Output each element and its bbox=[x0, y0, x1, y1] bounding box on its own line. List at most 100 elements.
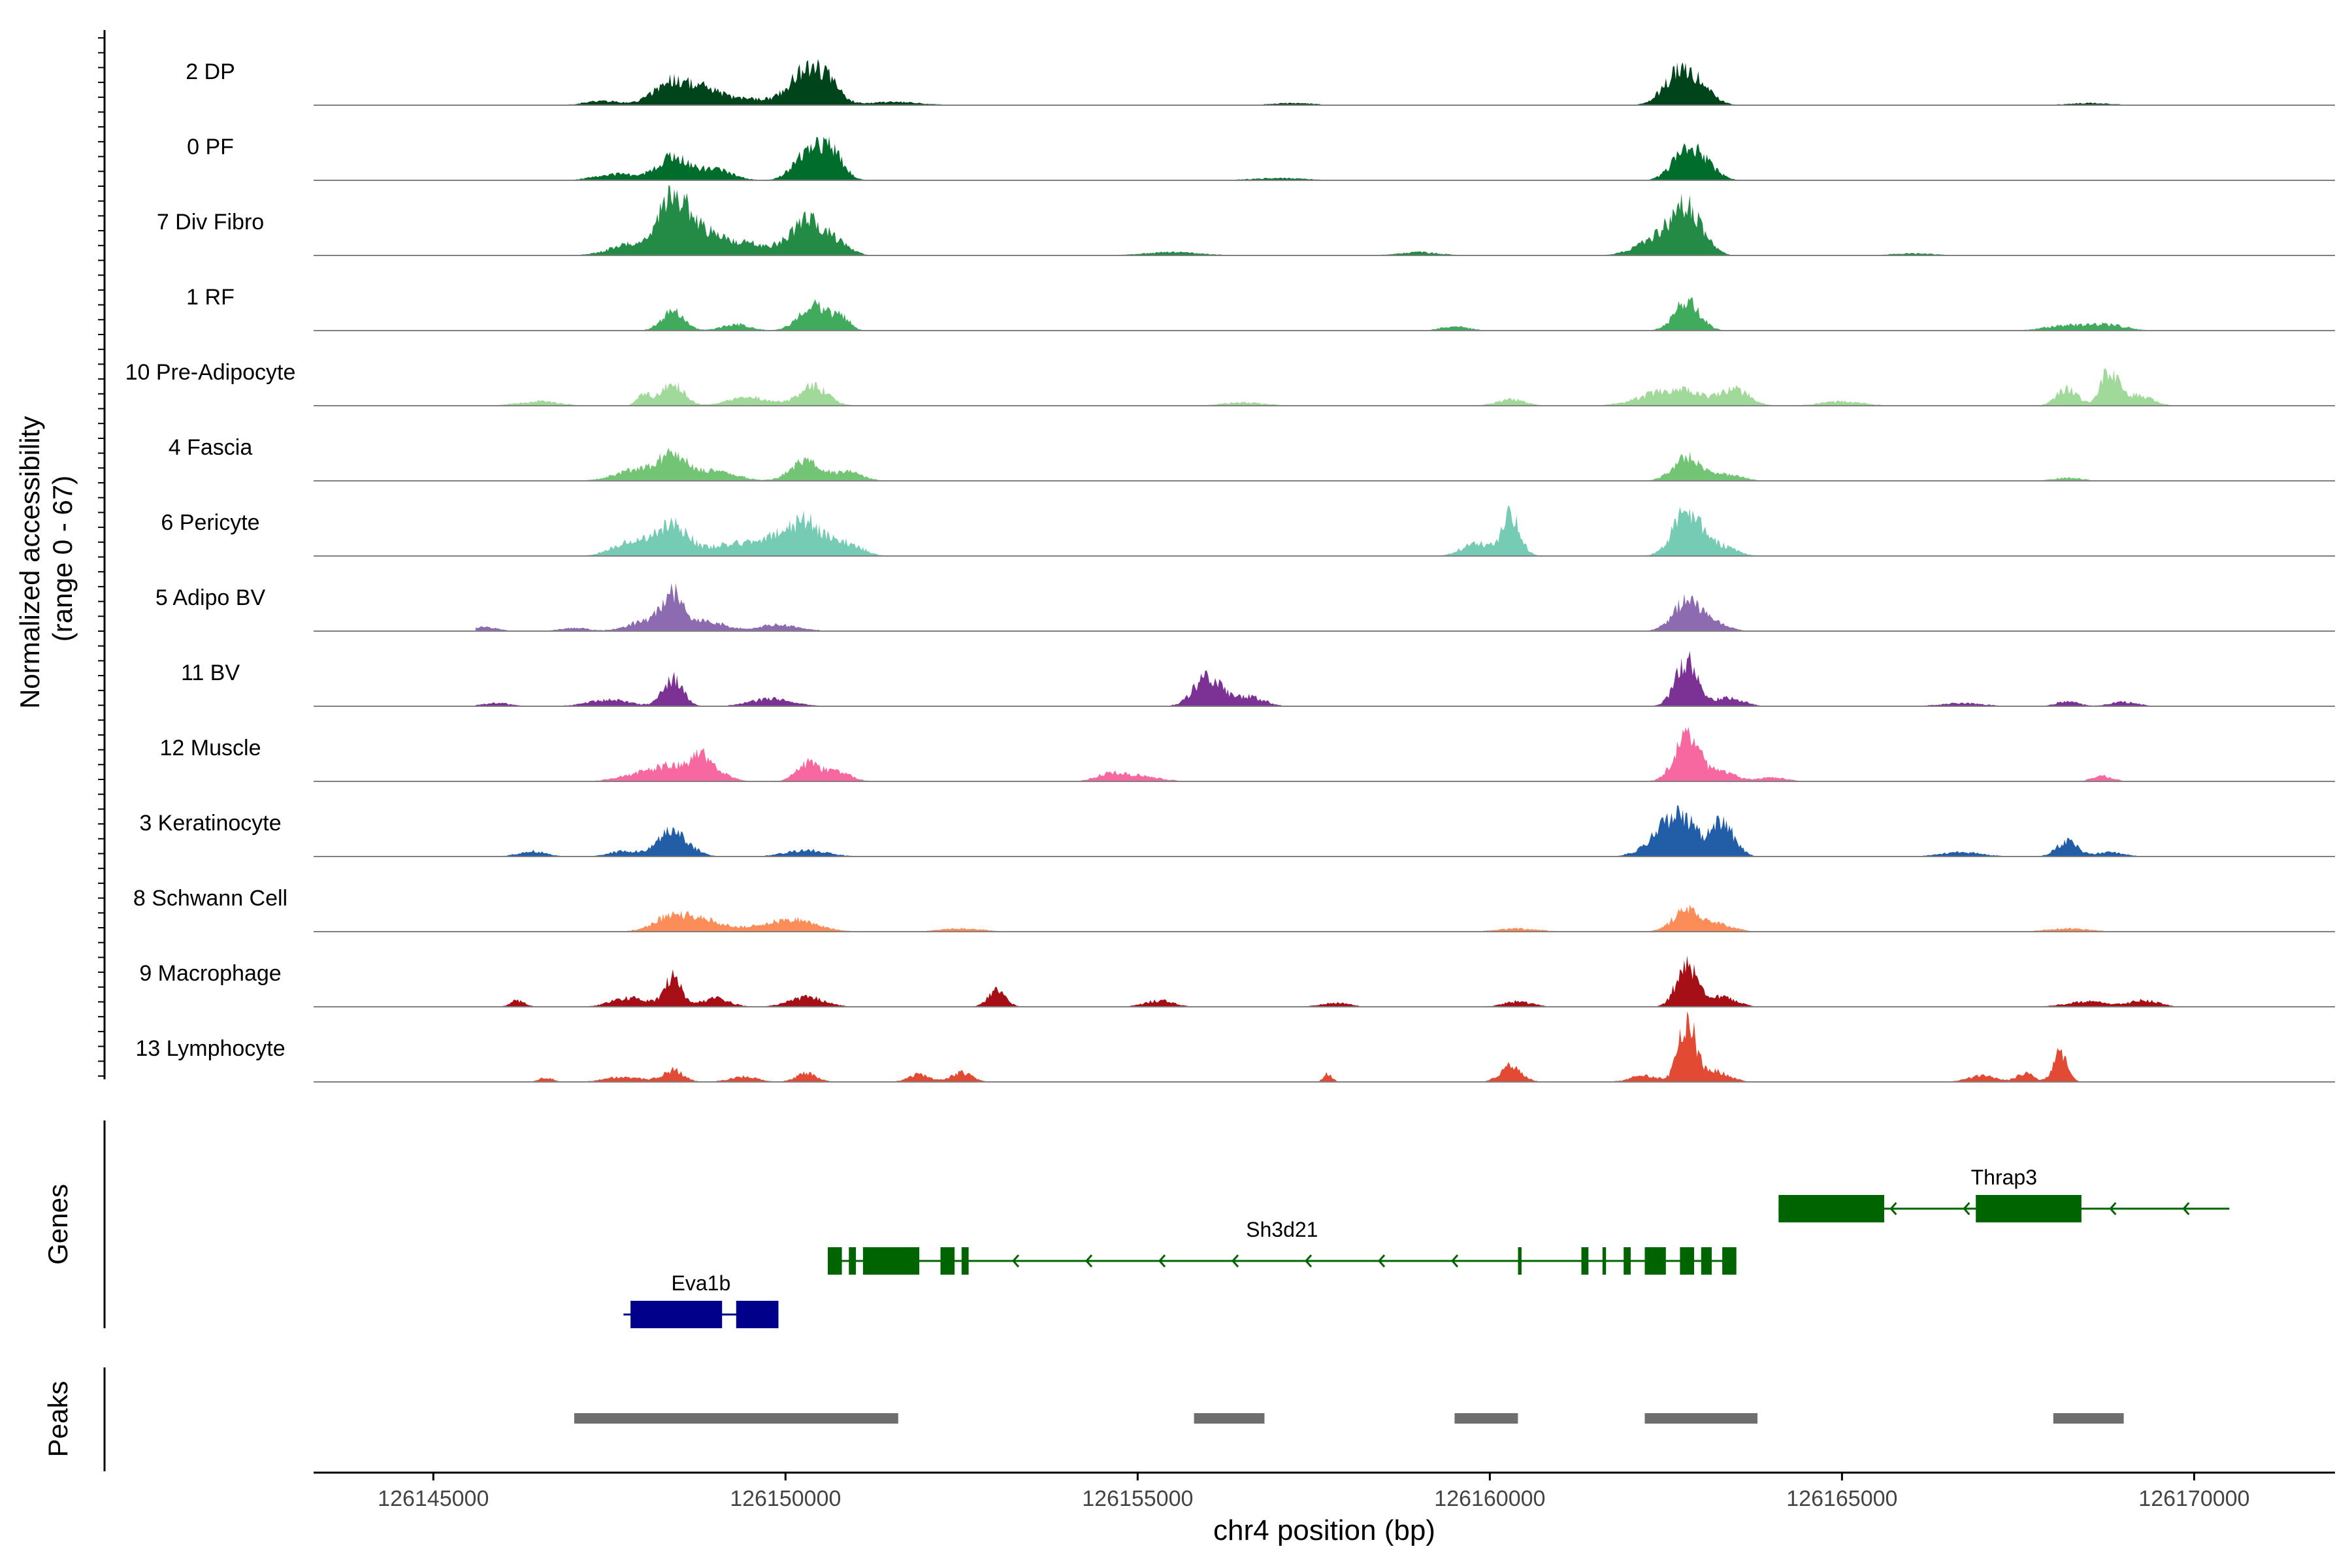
track-signal bbox=[476, 651, 2230, 706]
gene: Thrap3 bbox=[1778, 1166, 2230, 1222]
track-signal bbox=[476, 368, 2230, 406]
peaks-label: Peaks bbox=[42, 1381, 73, 1458]
peak-region bbox=[1194, 1413, 1265, 1424]
strand-arrow bbox=[1377, 1254, 1386, 1267]
gene-exon bbox=[1701, 1247, 1712, 1275]
track-label: 0 PF bbox=[187, 135, 234, 159]
track-label: 3 Keratinocyte bbox=[139, 811, 281, 836]
track-signal bbox=[476, 505, 2230, 556]
x-tick-label: 126160000 bbox=[1434, 1486, 1545, 1511]
strand-arrow bbox=[1231, 1254, 1239, 1267]
gene-exon bbox=[736, 1301, 779, 1328]
gene-exon bbox=[828, 1247, 842, 1275]
track: 12 Muscle bbox=[160, 727, 2335, 782]
track: 8 Schwann Cell bbox=[133, 886, 2335, 932]
gene-label: Thrap3 bbox=[1971, 1166, 2037, 1189]
peaks-panel: Peaks bbox=[42, 1367, 2124, 1471]
track-signal bbox=[476, 955, 2230, 1007]
x-tick-label: 126155000 bbox=[1082, 1486, 1193, 1511]
track-label: 1 RF bbox=[186, 285, 235, 310]
gene-label: Sh3d21 bbox=[1246, 1218, 1318, 1241]
gene-models: Eva1b Sh3d21 Thrap3 bbox=[623, 1166, 2230, 1328]
track-signal bbox=[476, 185, 2230, 255]
genes-label: Genes bbox=[42, 1184, 73, 1265]
track-label: 11 BV bbox=[181, 661, 240, 685]
strand-arrow bbox=[1450, 1254, 1459, 1267]
gene-exon bbox=[1680, 1247, 1694, 1275]
peak-regions bbox=[574, 1413, 2124, 1424]
track-signal bbox=[476, 904, 2230, 932]
peak-region bbox=[574, 1413, 898, 1424]
track: 6 Pericyte bbox=[161, 505, 2335, 557]
gene-exon bbox=[1518, 1247, 1522, 1275]
peak-region bbox=[1644, 1413, 1757, 1424]
track: 4 Fascia bbox=[169, 435, 2335, 482]
y-axis-label: Normalized accessibility (range 0 - 67) bbox=[14, 408, 78, 709]
gene-exon bbox=[1976, 1195, 2082, 1222]
gene-exon bbox=[1602, 1247, 1607, 1275]
track: 9 Macrophage bbox=[139, 955, 2335, 1007]
strand-arrow bbox=[1085, 1254, 1093, 1267]
gene-exon bbox=[1581, 1247, 1589, 1275]
track-label: 5 Adipo BV bbox=[155, 585, 266, 610]
strand-arrow bbox=[1304, 1254, 1313, 1267]
x-axis: 126145000 126150000 126155000 126160000 1261… bbox=[314, 1471, 2335, 1546]
track: 11 BV bbox=[181, 651, 2335, 707]
track-label: 9 Macrophage bbox=[139, 961, 281, 986]
track-label: 13 Lymphocyte bbox=[135, 1036, 285, 1061]
track-label: 2 DP bbox=[186, 59, 235, 84]
gene-exon bbox=[862, 1247, 920, 1275]
gene-exon bbox=[630, 1301, 723, 1328]
track-signal bbox=[476, 59, 2230, 105]
gene-exon bbox=[961, 1247, 969, 1275]
track: 2 DP bbox=[186, 59, 2335, 106]
track-signal bbox=[476, 448, 2230, 481]
track-label: 10 Pre-Adipocyte bbox=[125, 360, 296, 385]
track-label: 7 Div Fibro bbox=[157, 210, 264, 235]
strand-arrow bbox=[1889, 1202, 1897, 1215]
coverage-tracks: 2 DP 0 PF 7 Div Fibro 1 RF 10 Pre-Adipocyte 4… bbox=[125, 59, 2335, 1083]
track-signal bbox=[476, 583, 2230, 631]
x-tick-label: 126165000 bbox=[1786, 1486, 1897, 1511]
gene-exon bbox=[940, 1247, 955, 1275]
track: 7 Div Fibro bbox=[157, 185, 2335, 256]
coverage-y-ticks bbox=[98, 37, 105, 1077]
strand-arrow bbox=[2109, 1202, 2117, 1215]
track-label: 8 Schwann Cell bbox=[133, 886, 287, 911]
gene-exon bbox=[1722, 1247, 1737, 1275]
track-signal bbox=[476, 727, 2230, 781]
strand-arrow bbox=[1011, 1254, 1020, 1267]
gene-exon bbox=[1624, 1247, 1631, 1275]
peak-region bbox=[2053, 1413, 2124, 1424]
coverage-panel: Normalized accessibility (range 0 - 67) … bbox=[14, 30, 2335, 1083]
gene-exon bbox=[849, 1247, 857, 1275]
gene: Sh3d21 bbox=[827, 1218, 1737, 1275]
peak-region bbox=[1454, 1413, 1518, 1424]
track: 10 Pre-Adipocyte bbox=[125, 360, 2335, 406]
track: 0 PF bbox=[187, 135, 2335, 181]
track: 3 Keratinocyte bbox=[139, 805, 2335, 857]
strand-arrow bbox=[1158, 1254, 1166, 1267]
track: 5 Adipo BV bbox=[155, 583, 2335, 632]
gene: Eva1b bbox=[623, 1271, 779, 1328]
strand-arrow bbox=[1963, 1202, 1970, 1215]
track-label: 4 Fascia bbox=[169, 435, 253, 460]
track: 13 Lymphocyte bbox=[135, 1011, 2335, 1083]
x-axis-title: chr4 position (bp) bbox=[1213, 1514, 1435, 1546]
y-axis-label-line1: Normalized accessibility bbox=[14, 416, 45, 709]
track-label: 6 Pericyte bbox=[161, 510, 259, 535]
y-axis-label-line2: (range 0 - 67) bbox=[47, 476, 78, 642]
track-signal bbox=[476, 805, 2230, 857]
strand-arrow bbox=[2182, 1202, 2190, 1215]
track-signal bbox=[476, 137, 2230, 180]
genes-panel: Genes Eva1b Sh3d21 Thrap3 bbox=[42, 1120, 2230, 1328]
gene-exon bbox=[1644, 1247, 1666, 1275]
gene-label: Eva1b bbox=[672, 1271, 731, 1295]
x-tick-label: 126170000 bbox=[2138, 1486, 2249, 1511]
track: 1 RF bbox=[186, 285, 2335, 331]
gene-exon bbox=[1778, 1195, 1884, 1222]
track-signal bbox=[476, 297, 2230, 331]
x-tick-label: 126145000 bbox=[378, 1486, 489, 1511]
track-label: 12 Muscle bbox=[160, 736, 261, 760]
